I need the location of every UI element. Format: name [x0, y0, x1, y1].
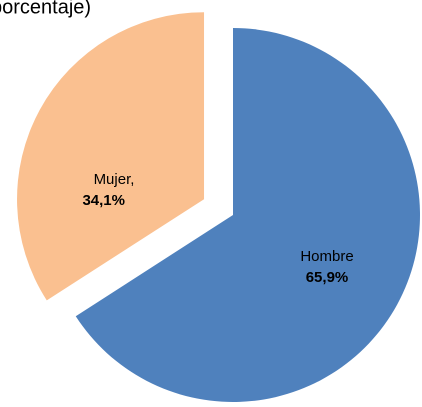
pie-slice [17, 12, 205, 301]
slice-value: 34,1% [82, 192, 125, 209]
slice-label: Hombre [300, 248, 353, 265]
slice-value: 65,9% [306, 269, 349, 286]
chart-title: porcentaje) [0, 0, 91, 18]
slice-label: Mujer, [94, 171, 135, 188]
pie-slice [75, 28, 421, 403]
